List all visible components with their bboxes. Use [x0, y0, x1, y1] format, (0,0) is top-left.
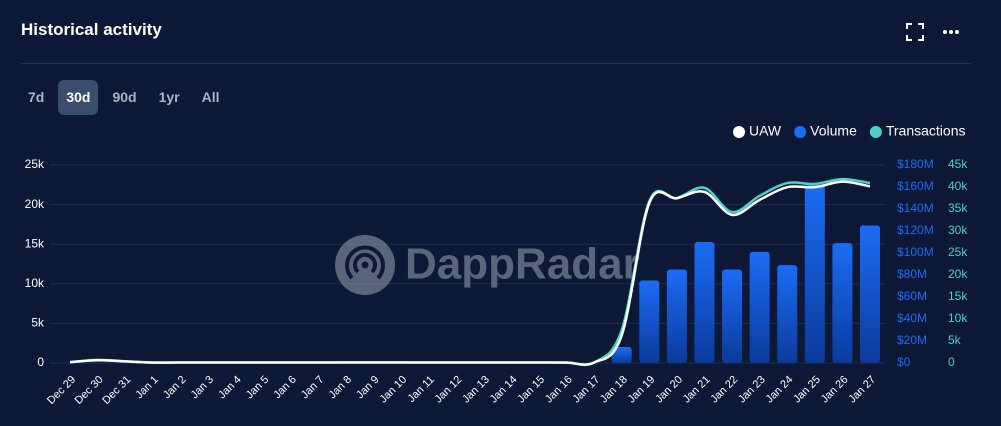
x-tick-label: Jan 21 [681, 374, 713, 406]
tab[interactable]: 7d [28, 89, 45, 105]
legend-label: Transactions [886, 123, 966, 139]
bar [832, 243, 853, 363]
y2-tick-label: $100M [897, 245, 934, 259]
x-tick-label: Jan 8 [327, 374, 355, 402]
x-tick-label: Dec 29 [45, 374, 78, 407]
x-tick-label: Dec 31 [100, 374, 133, 407]
x-tick-label: Jan 13 [460, 374, 492, 406]
x-tick-label: Jan 4 [216, 374, 244, 402]
y-tick-label: 0 [37, 355, 44, 369]
x-tick-label: Dec 30 [73, 374, 106, 407]
bar [860, 225, 880, 363]
y2-tick-label: $120M [897, 223, 934, 237]
tab[interactable]: All [201, 89, 220, 105]
bar [611, 347, 632, 363]
x-tick-label: Jan 26 [819, 374, 851, 406]
legend: UAW Volume Transactions [733, 123, 965, 139]
bar [639, 280, 660, 363]
y-tick-label: 20k [25, 197, 45, 211]
y2-tick-label: $60M [897, 289, 927, 303]
bar [777, 265, 798, 363]
y2-tick-label: $160M [897, 179, 934, 193]
x-tick-label: Jan 23 [736, 374, 768, 406]
legend-swatch [733, 126, 745, 138]
y3-tick-label: 15k [948, 289, 968, 303]
y2-tick-label: $0 [897, 355, 911, 369]
y3-tick-label: 30k [948, 223, 968, 237]
y2-tick-label: $20M [897, 333, 927, 347]
x-tick-label: Jan 27 [846, 374, 878, 406]
x-tick-label: Jan 25 [791, 374, 823, 406]
x-tick-label: Jan 3 [189, 374, 217, 402]
y3-tick-label: 35k [948, 201, 968, 215]
panel-icons[interactable] [905, 22, 965, 42]
tab[interactable]: 1yr [158, 89, 180, 105]
x-tick-label: Jan 10 [377, 374, 409, 406]
y2-tick-label: $140M [897, 201, 934, 215]
y3-tick-label: 40k [948, 179, 968, 193]
x-tick-label: Jan 22 [708, 374, 740, 406]
x-tick-label: Jan 19 [626, 374, 658, 406]
legend-label: UAW [749, 123, 782, 139]
x-tick-label: Jan 17 [570, 374, 602, 406]
legend-swatch [869, 126, 882, 138]
y-tick-label: 10k [25, 276, 45, 290]
line [69, 180, 871, 366]
x-tick-label: Jan 7 [299, 374, 327, 402]
x-tick-label: Jan 12 [433, 374, 465, 406]
x-tick-label: Jan 20 [653, 374, 685, 406]
tab[interactable]: 90d [112, 89, 137, 105]
watermark-text: DappRadar [405, 240, 640, 289]
bar [666, 269, 687, 363]
y3-tick-label: 45k [948, 157, 968, 171]
watermark: DappRadar [335, 235, 640, 295]
panel-title: Historical activity [21, 20, 162, 39]
x-tick-label: Jan 11 [406, 374, 437, 405]
y3-tick-label: 20k [948, 267, 968, 281]
x-tick-label: Jan 6 [271, 374, 299, 402]
x-tick-label: Jan 5 [244, 374, 272, 402]
x-tick-label: Jan 1 [133, 374, 161, 402]
x-tick-label: Jan 16 [543, 374, 575, 406]
x-tick-label: Jan 2 [161, 374, 189, 402]
x-tick-label: Jan 15 [515, 374, 547, 406]
divider [21, 63, 971, 64]
bar [749, 251, 770, 363]
legend-swatch [794, 126, 807, 138]
tab-selected[interactable]: 30d [58, 80, 99, 115]
x-tick-label: Jan 14 [488, 374, 520, 406]
x-tick-label: Jan 18 [598, 374, 630, 406]
y3-tick-label: 0 [948, 355, 955, 369]
range-tabs: 7d 30d 90d 1yr All [20, 80, 228, 115]
y3-tick-label: 5k [948, 333, 962, 347]
y2-tick-label: $40M [897, 311, 927, 325]
y2-tick-label: $180M [897, 157, 934, 171]
y-tick-label: 25k [25, 157, 45, 171]
y3-tick-label: 25k [948, 245, 968, 259]
bar [722, 269, 743, 363]
y-tick-label: 15k [25, 236, 45, 250]
y-tick-label: 5k [31, 316, 45, 330]
y3-tick-label: 10k [948, 311, 968, 325]
legend-label: Volume [810, 123, 857, 139]
bar [804, 184, 825, 363]
x-tick-label: Jan 24 [764, 374, 796, 406]
y2-tick-label: $80M [897, 267, 927, 281]
bar [694, 242, 715, 363]
